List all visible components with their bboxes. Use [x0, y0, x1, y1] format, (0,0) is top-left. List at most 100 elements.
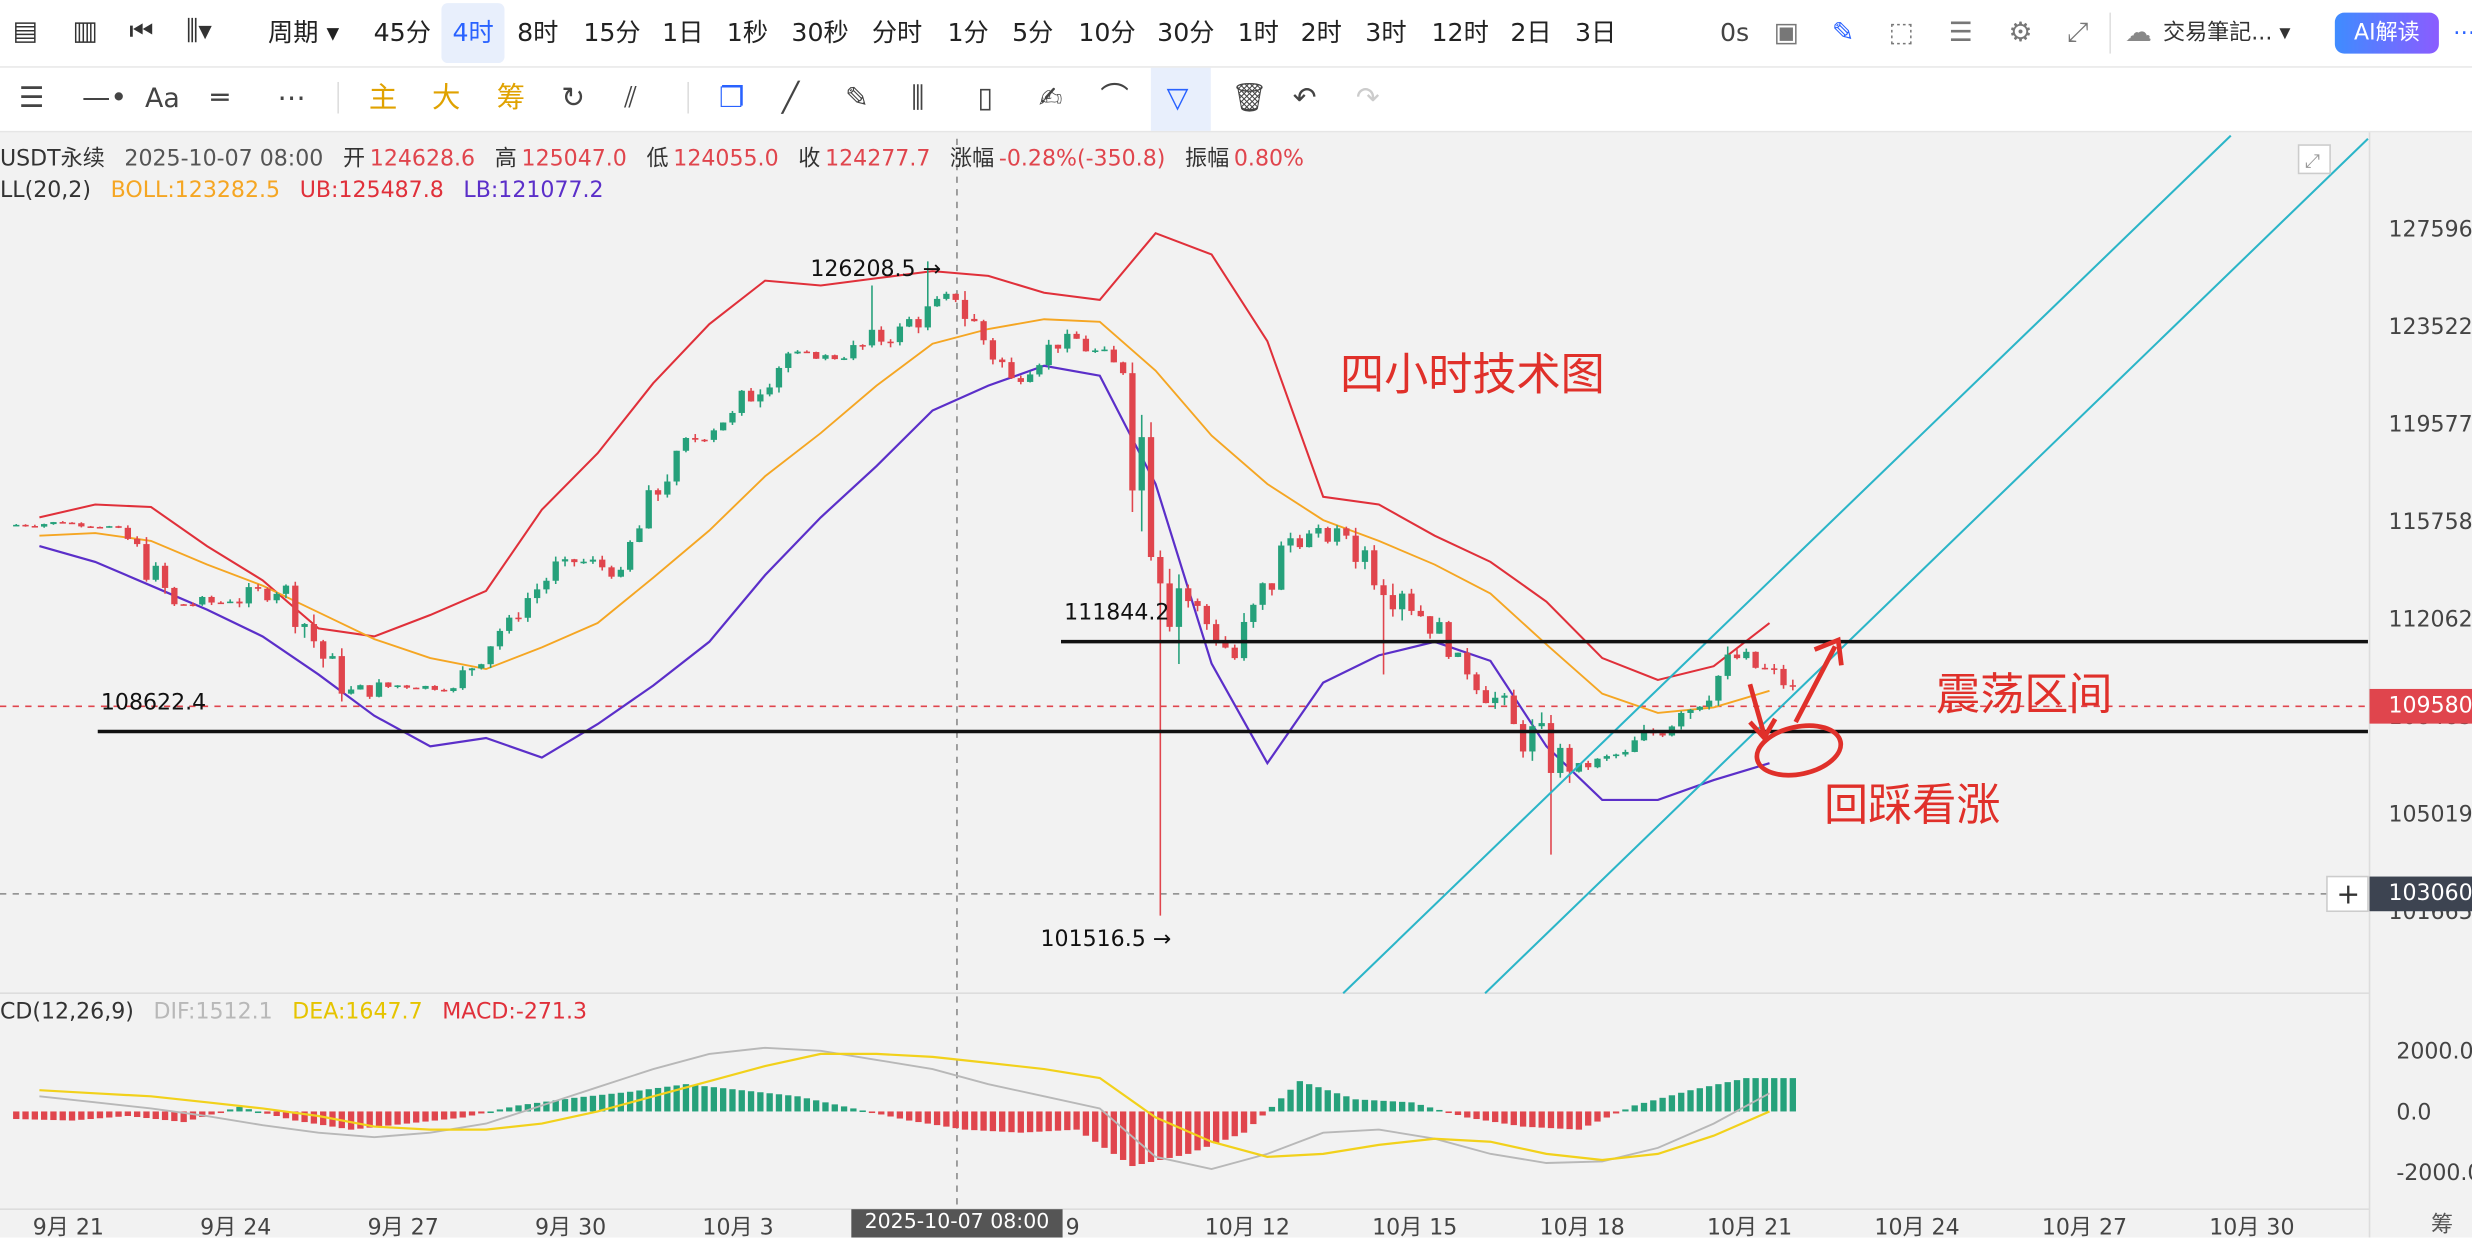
macd-bar	[375, 1111, 383, 1127]
main-force-button[interactable]: 主	[368, 81, 398, 116]
candle-body	[1408, 593, 1415, 611]
candle-body	[1231, 647, 1238, 659]
macd-bar	[1333, 1093, 1341, 1112]
interval-12[interactable]: 1时	[1237, 17, 1279, 48]
macd-bar	[785, 1095, 792, 1112]
interval-5[interactable]: 1秒	[726, 17, 769, 48]
pencil-icon[interactable]: ✎	[1831, 17, 1855, 49]
interval-13[interactable]: 2时	[1300, 17, 1342, 48]
macd-bar	[1064, 1111, 1071, 1131]
undo-icon[interactable]: ↶	[1292, 81, 1317, 116]
ruler-icon[interactable]: ═	[211, 81, 229, 116]
x-tick-label: 10月 18	[1540, 1215, 1625, 1237]
candle-body	[822, 355, 829, 359]
macd-bar	[580, 1096, 587, 1112]
interval-2[interactable]: 8时	[517, 17, 559, 48]
interval-17[interactable]: 3日	[1574, 17, 1617, 48]
macd-bar	[701, 1086, 708, 1112]
measure-icon[interactable]: ╱	[781, 81, 800, 116]
macd-bar	[1557, 1111, 1564, 1129]
compare-icon[interactable]: ↻	[561, 81, 586, 116]
calendar-icon[interactable]: ▤	[12, 15, 38, 48]
layout-icon[interactable]: ▥	[72, 15, 98, 48]
fullscreen-icon[interactable]: ⤢	[2066, 17, 2089, 49]
add-alert-glyph: +	[2336, 877, 2360, 910]
candle-body	[1287, 538, 1294, 546]
macd-bar	[868, 1111, 876, 1114]
menu-icon[interactable]: ☰	[18, 81, 45, 116]
more-icon[interactable]: ⋯	[2453, 17, 2472, 49]
candle-type-icon[interactable]: ⫼▾	[186, 15, 212, 48]
boll-upper-band	[39, 231, 1771, 682]
text-tool-icon[interactable]: Aa	[145, 83, 180, 116]
interval-10[interactable]: 10分	[1078, 17, 1136, 48]
period-label: 周期	[268, 17, 319, 48]
macd-bar	[22, 1111, 29, 1120]
macd-bar	[850, 1108, 857, 1112]
big-order-button[interactable]: 大	[431, 81, 461, 116]
candle-body	[403, 685, 411, 688]
clipboard-icon[interactable]: ▯	[977, 81, 994, 116]
candle-body	[961, 299, 969, 319]
candle-body	[1612, 754, 1620, 757]
candle-body	[366, 685, 373, 697]
trash-icon[interactable]: 🗑	[1231, 81, 1268, 116]
boll-lower-band	[39, 364, 1770, 802]
interval-7[interactable]: 分时	[871, 17, 923, 48]
interval-8[interactable]: 1分	[947, 17, 989, 48]
more-tools-icon[interactable]: ⋯	[277, 81, 306, 116]
candle-body	[1138, 437, 1145, 491]
horizontal-line-icon[interactable]: —•	[81, 81, 128, 116]
legend-amp: 0.80%	[1233, 146, 1305, 172]
candle-body	[608, 567, 615, 577]
macd-bar	[1008, 1111, 1015, 1133]
filter-icon[interactable]: ▽	[1166, 81, 1189, 116]
macd-bar	[301, 1111, 308, 1123]
rewind-icon[interactable]: ⏮	[129, 15, 154, 48]
interval-16[interactable]: 2日	[1510, 17, 1552, 48]
chart-expand-icon[interactable]	[2297, 144, 2331, 175]
ai-interpret-button[interactable]: AI解读	[2334, 12, 2439, 54]
period-dropdown[interactable]: 周期 ▾	[268, 17, 340, 48]
candle-body	[1585, 763, 1592, 768]
candle-body	[896, 326, 904, 343]
candle-body	[710, 430, 718, 440]
candle-body	[217, 602, 225, 605]
interval-14[interactable]: 3时	[1365, 17, 1407, 48]
candlestick-series	[13, 261, 1796, 916]
macd-bar	[1259, 1111, 1266, 1116]
edit-note-icon[interactable]: ✍	[1038, 81, 1063, 116]
interval-6[interactable]: 30秒	[791, 17, 849, 48]
indicator-icon[interactable]: ⫼	[911, 81, 925, 116]
crop-icon[interactable]: ⬚	[1888, 17, 1915, 49]
interval-0[interactable]: 45分	[373, 17, 431, 48]
interval-11[interactable]: 30分	[1157, 17, 1215, 48]
brush-icon[interactable]: ✎	[845, 81, 869, 116]
list-icon[interactable]: ☰	[1948, 17, 1973, 49]
magnet-icon[interactable]: ⌒	[1100, 81, 1129, 116]
macd-bar	[617, 1092, 624, 1112]
interval-15[interactable]: 12时	[1431, 17, 1489, 48]
add-alert-icon[interactable]	[2326, 875, 2369, 913]
candle-body	[1389, 595, 1397, 610]
candle-body	[1222, 642, 1229, 648]
copy-icon[interactable]: ❐	[718, 81, 745, 116]
camera-icon[interactable]: ▣	[1773, 17, 1799, 49]
macd-bar	[720, 1088, 727, 1112]
interval-4[interactable]: 1日	[662, 17, 704, 48]
interval-3[interactable]: 15分	[583, 17, 641, 48]
redo-icon[interactable]: ↷	[1355, 81, 1380, 116]
macd-bar	[747, 1091, 755, 1112]
macd-bar	[40, 1111, 48, 1120]
settings-icon[interactable]: ⚙	[2008, 17, 2033, 49]
candle-body	[1733, 654, 1741, 659]
candle-body	[859, 345, 866, 347]
candle-body	[626, 541, 634, 570]
chips-button[interactable]: 筹	[496, 81, 525, 116]
interval-9[interactable]: 5分	[1012, 17, 1054, 48]
macd-bar	[1361, 1099, 1369, 1112]
notes-dropdown[interactable]: 交易筆記... ▾	[2163, 20, 2291, 46]
signal-icon[interactable]: ⫽	[624, 81, 637, 116]
interval-1[interactable]: 4时	[452, 17, 494, 48]
price-chart[interactable]: 127596.123522.119577.115758.112062.10848…	[0, 132, 2472, 1238]
